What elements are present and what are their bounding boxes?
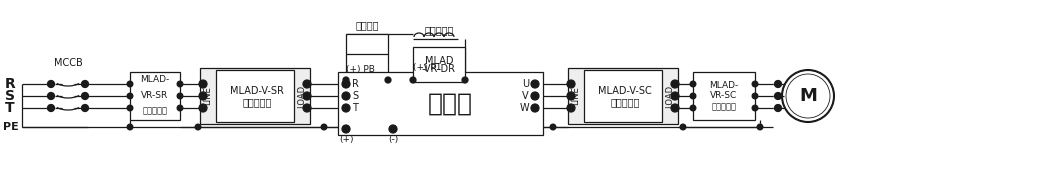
Text: 直流电抗器: 直流电抗器 (425, 25, 453, 35)
Circle shape (671, 92, 679, 100)
Text: 制动电阻: 制动电阻 (356, 20, 379, 30)
Circle shape (774, 80, 782, 88)
Bar (584, 70, 662, 122)
Bar (200, 68, 310, 124)
Text: -VR-DR: -VR-DR (422, 65, 456, 74)
Circle shape (550, 124, 555, 130)
Circle shape (195, 124, 201, 130)
Text: M: M (799, 87, 817, 105)
Circle shape (462, 77, 468, 83)
Text: (-): (-) (388, 135, 398, 144)
Text: 出线电抗器: 出线电抗器 (712, 103, 737, 112)
Circle shape (177, 105, 183, 111)
Circle shape (48, 80, 54, 88)
Text: 进线电抗器: 进线电抗器 (142, 107, 168, 116)
Circle shape (321, 124, 327, 130)
Circle shape (671, 104, 679, 112)
Circle shape (343, 77, 349, 83)
Text: T: T (352, 103, 358, 113)
Circle shape (199, 104, 207, 112)
Circle shape (690, 93, 696, 99)
Circle shape (303, 104, 311, 112)
Text: LINE: LINE (571, 87, 581, 105)
Text: (+) P1: (+) P1 (413, 63, 442, 72)
Bar (216, 70, 294, 122)
Circle shape (177, 81, 183, 87)
Text: 变频器: 变频器 (428, 92, 473, 116)
Circle shape (752, 105, 758, 111)
Circle shape (48, 104, 54, 112)
Circle shape (774, 104, 782, 112)
Text: W: W (519, 103, 529, 113)
Text: 输出滤波器: 输出滤波器 (611, 97, 639, 107)
Circle shape (82, 80, 88, 88)
Circle shape (757, 124, 763, 130)
Text: S: S (352, 91, 358, 101)
Text: R: R (352, 79, 359, 89)
Text: VR-SR: VR-SR (141, 92, 169, 100)
Circle shape (177, 93, 183, 99)
Text: (+): (+) (339, 135, 354, 144)
Circle shape (531, 92, 539, 100)
Circle shape (48, 93, 54, 99)
Text: LINE: LINE (204, 87, 212, 105)
Circle shape (774, 93, 782, 99)
Circle shape (752, 81, 758, 87)
Text: LOAD: LOAD (666, 84, 674, 108)
Text: VR-SC: VR-SC (710, 92, 738, 100)
Text: PE: PE (3, 122, 19, 132)
Circle shape (82, 93, 88, 99)
Bar (130, 72, 179, 120)
Circle shape (531, 104, 539, 112)
Circle shape (82, 104, 88, 112)
Circle shape (199, 92, 207, 100)
Circle shape (127, 124, 133, 130)
Circle shape (752, 93, 758, 99)
Bar (413, 47, 465, 82)
Circle shape (389, 125, 397, 133)
Text: MLAD-V-SR: MLAD-V-SR (230, 86, 284, 96)
Circle shape (342, 125, 350, 133)
Bar (693, 72, 755, 120)
Circle shape (386, 77, 391, 83)
Text: MCCB: MCCB (53, 58, 83, 68)
Circle shape (303, 92, 311, 100)
Text: LOAD: LOAD (297, 84, 307, 108)
Circle shape (531, 80, 539, 88)
Circle shape (567, 104, 575, 112)
Circle shape (690, 81, 696, 87)
Circle shape (671, 80, 679, 88)
Bar (346, 34, 388, 54)
Text: MLAD-V-SC: MLAD-V-SC (598, 86, 652, 96)
Circle shape (567, 92, 575, 100)
Circle shape (690, 105, 696, 111)
Text: V: V (523, 91, 529, 101)
Circle shape (199, 80, 207, 88)
Text: 输入滤波器: 输入滤波器 (242, 97, 272, 107)
Text: R: R (5, 77, 16, 91)
Text: S: S (5, 89, 15, 103)
Circle shape (127, 93, 133, 99)
Text: MLAD-: MLAD- (140, 74, 170, 84)
Circle shape (342, 92, 350, 100)
Circle shape (127, 105, 133, 111)
Text: MLAD: MLAD (425, 55, 453, 65)
Circle shape (680, 124, 686, 130)
Circle shape (410, 77, 416, 83)
Circle shape (567, 80, 575, 88)
Bar (568, 68, 678, 124)
Circle shape (127, 81, 133, 87)
Text: T: T (5, 101, 15, 115)
Circle shape (303, 80, 311, 88)
Circle shape (342, 80, 350, 88)
Text: MLAD-: MLAD- (709, 81, 739, 90)
Circle shape (342, 104, 350, 112)
Text: (+) PB: (+) PB (346, 65, 375, 74)
Text: U: U (521, 79, 529, 89)
Bar (338, 72, 543, 135)
